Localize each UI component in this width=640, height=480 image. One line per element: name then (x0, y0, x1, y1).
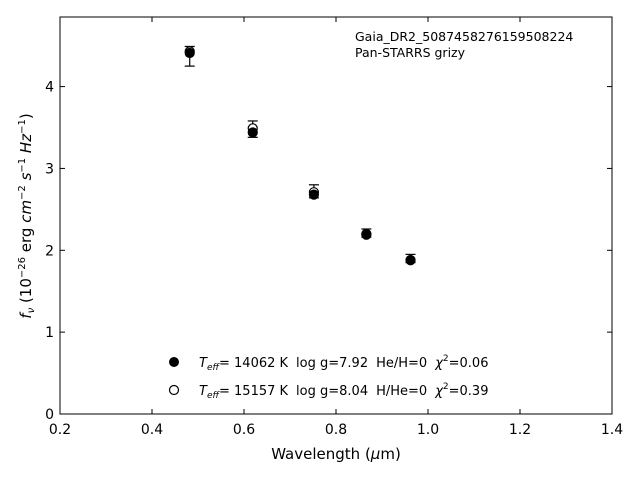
x-tick-label: 1.2 (509, 422, 531, 438)
axis-ticks: 0.2 0.4 0.6 0.8 1.0 1.2 1.4 0 1 2 3 4 (45, 17, 623, 438)
model-point-filled (308, 189, 320, 200)
x-tick-label: 1.4 (601, 422, 623, 438)
model-point-filled (184, 47, 195, 59)
y-axis-label: fν (10−26 erg cm−2 s−1 Hz−1) (17, 113, 37, 318)
x-tick-label: 1.0 (417, 422, 439, 438)
model-point-filled (405, 255, 416, 266)
y-tick-label: 1 (45, 325, 54, 341)
error-bars (184, 45, 416, 264)
x-tick-label: 0.2 (49, 422, 71, 438)
svg-text:fν (10−26 erg cm−2 s−1 Hz−1): fν (10−26 erg cm−2 s−1 Hz−1) (17, 113, 37, 318)
model-point-filled (247, 127, 258, 138)
y-tick-label: 4 (45, 80, 54, 96)
legend-marker-open (168, 384, 180, 396)
x-tick-label: 0.6 (233, 422, 255, 438)
x-axis-label: Wavelength (μm) (271, 445, 401, 463)
y-tick-label: 3 (45, 161, 54, 177)
y-tick-label: 0 (45, 407, 54, 423)
annotation-object-id: Gaia_DR2_5087458276159508224 (355, 29, 573, 44)
data-points (184, 46, 416, 266)
annotation-survey: Pan-STARRS grizy (355, 45, 466, 60)
model-point-filled (361, 229, 372, 240)
y-tick-label: 2 (45, 243, 54, 259)
x-tick-label: 0.8 (325, 422, 347, 438)
legend-marker-filled (169, 357, 179, 367)
plot-frame (59, 16, 613, 415)
x-tick-label: 0.4 (141, 422, 163, 438)
